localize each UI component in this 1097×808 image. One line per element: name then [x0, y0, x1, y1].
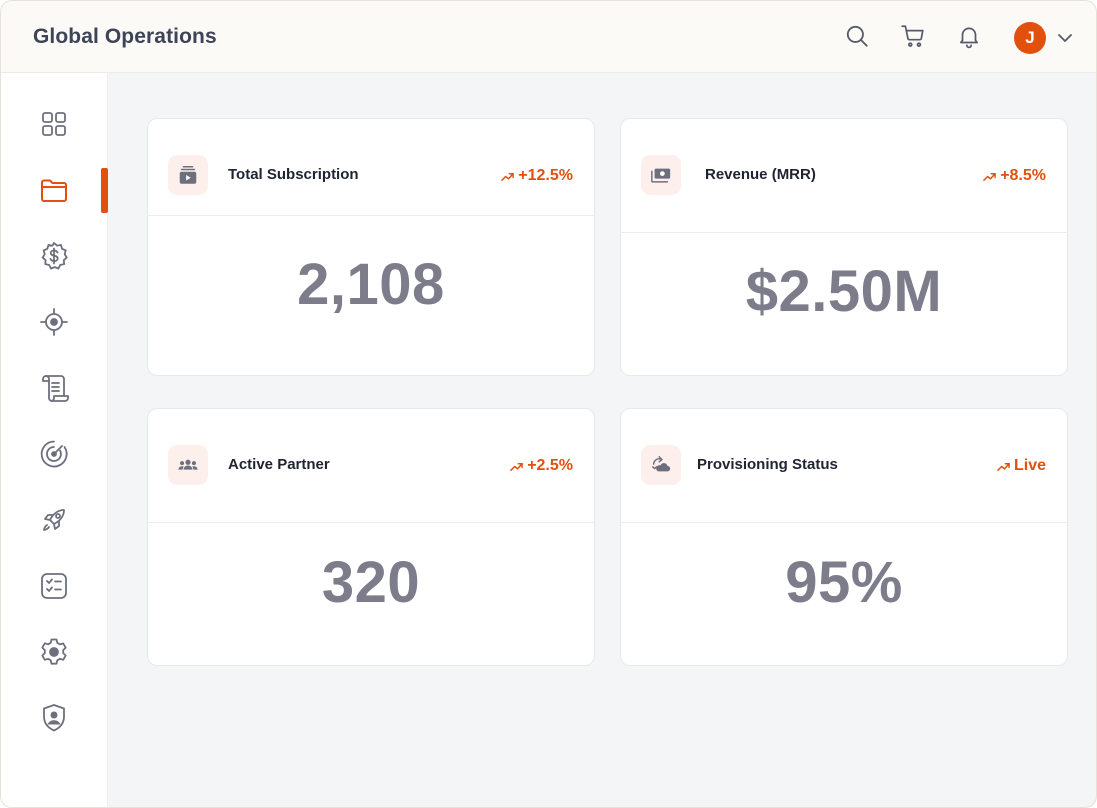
- card-title: Revenue (MRR): [705, 166, 816, 183]
- trend-indicator: +8.5%: [983, 167, 1046, 185]
- scroll-icon: [42, 375, 69, 402]
- trend-value: +12.5%: [518, 167, 573, 184]
- active-indicator: [101, 168, 108, 213]
- card-title: Total Subscription: [228, 166, 359, 183]
- subscription-icon: [168, 155, 208, 195]
- people-icon: [168, 445, 208, 485]
- kpi-card-revenue-mrr[interactable]: Revenue (MRR) +8.5% $2.50M: [620, 118, 1068, 376]
- target-icon: [40, 308, 68, 336]
- trend-up-icon: [501, 172, 515, 181]
- trend-indicator: +2.5%: [510, 457, 573, 475]
- shield-user-icon: [43, 704, 65, 732]
- kpi-card-provisioning-status[interactable]: Provisioning Status Live 95%: [620, 408, 1068, 666]
- sidebar-item-folder[interactable]: [31, 167, 77, 213]
- user-avatar[interactable]: J: [1014, 22, 1046, 54]
- sidebar-item-billing[interactable]: [31, 233, 77, 279]
- card-header: Revenue (MRR) +8.5%: [621, 119, 1067, 233]
- money-icon: [641, 155, 681, 195]
- card-header: Provisioning Status Live: [621, 409, 1067, 523]
- card-header: Total Subscription +12.5%: [148, 119, 594, 216]
- trend-indicator: +12.5%: [501, 167, 573, 185]
- sidebar-item-tasks[interactable]: [31, 563, 77, 609]
- card-title: Provisioning Status: [697, 456, 838, 473]
- chevron-down-icon[interactable]: [1055, 28, 1075, 48]
- kpi-value: 2,108: [297, 252, 445, 317]
- kpi-card-active-partner[interactable]: Active Partner +2.5% 320: [147, 408, 595, 666]
- sidebar: [1, 73, 108, 807]
- sidebar-item-launch[interactable]: [31, 497, 77, 543]
- kpi-value: 95%: [785, 550, 903, 615]
- sidebar-item-documents[interactable]: [31, 365, 77, 411]
- trend-up-icon: [983, 172, 997, 181]
- kpi-value: $2.50M: [745, 259, 943, 324]
- dashboard-grid-icon: [42, 112, 66, 136]
- settings-gear-icon: [41, 638, 67, 665]
- sidebar-item-radar[interactable]: [31, 431, 77, 477]
- bell-icon[interactable]: [956, 23, 982, 49]
- cloud-sync-icon: [641, 445, 681, 485]
- sidebar-item-target[interactable]: [31, 299, 77, 345]
- trend-value: Live: [1013, 457, 1046, 474]
- top-bar: Global Operations J: [1, 1, 1096, 73]
- search-icon[interactable]: [844, 23, 870, 49]
- sidebar-item-settings[interactable]: [31, 629, 77, 675]
- app-title: Global Operations: [33, 25, 217, 48]
- trend-indicator: Live: [997, 457, 1046, 475]
- trend-value: +2.5%: [527, 457, 573, 474]
- card-header: Active Partner +2.5%: [148, 409, 594, 523]
- kpi-card-total-subscription[interactable]: Total Subscription +12.5% 2,108: [147, 118, 595, 376]
- folder-icon: [41, 179, 67, 202]
- rocket-icon: [43, 509, 65, 531]
- sidebar-item-dashboard[interactable]: [31, 101, 77, 147]
- checklist-icon: [41, 573, 67, 599]
- radar-icon: [40, 440, 68, 468]
- sidebar-item-security[interactable]: [31, 695, 77, 741]
- card-title: Active Partner: [228, 456, 330, 473]
- trend-up-icon: [510, 462, 524, 471]
- trend-up-icon: [997, 462, 1010, 471]
- trend-value: +8.5%: [1000, 167, 1046, 184]
- cart-icon[interactable]: [900, 23, 926, 49]
- kpi-value: 320: [321, 550, 421, 615]
- dollar-badge-icon: [41, 241, 68, 270]
